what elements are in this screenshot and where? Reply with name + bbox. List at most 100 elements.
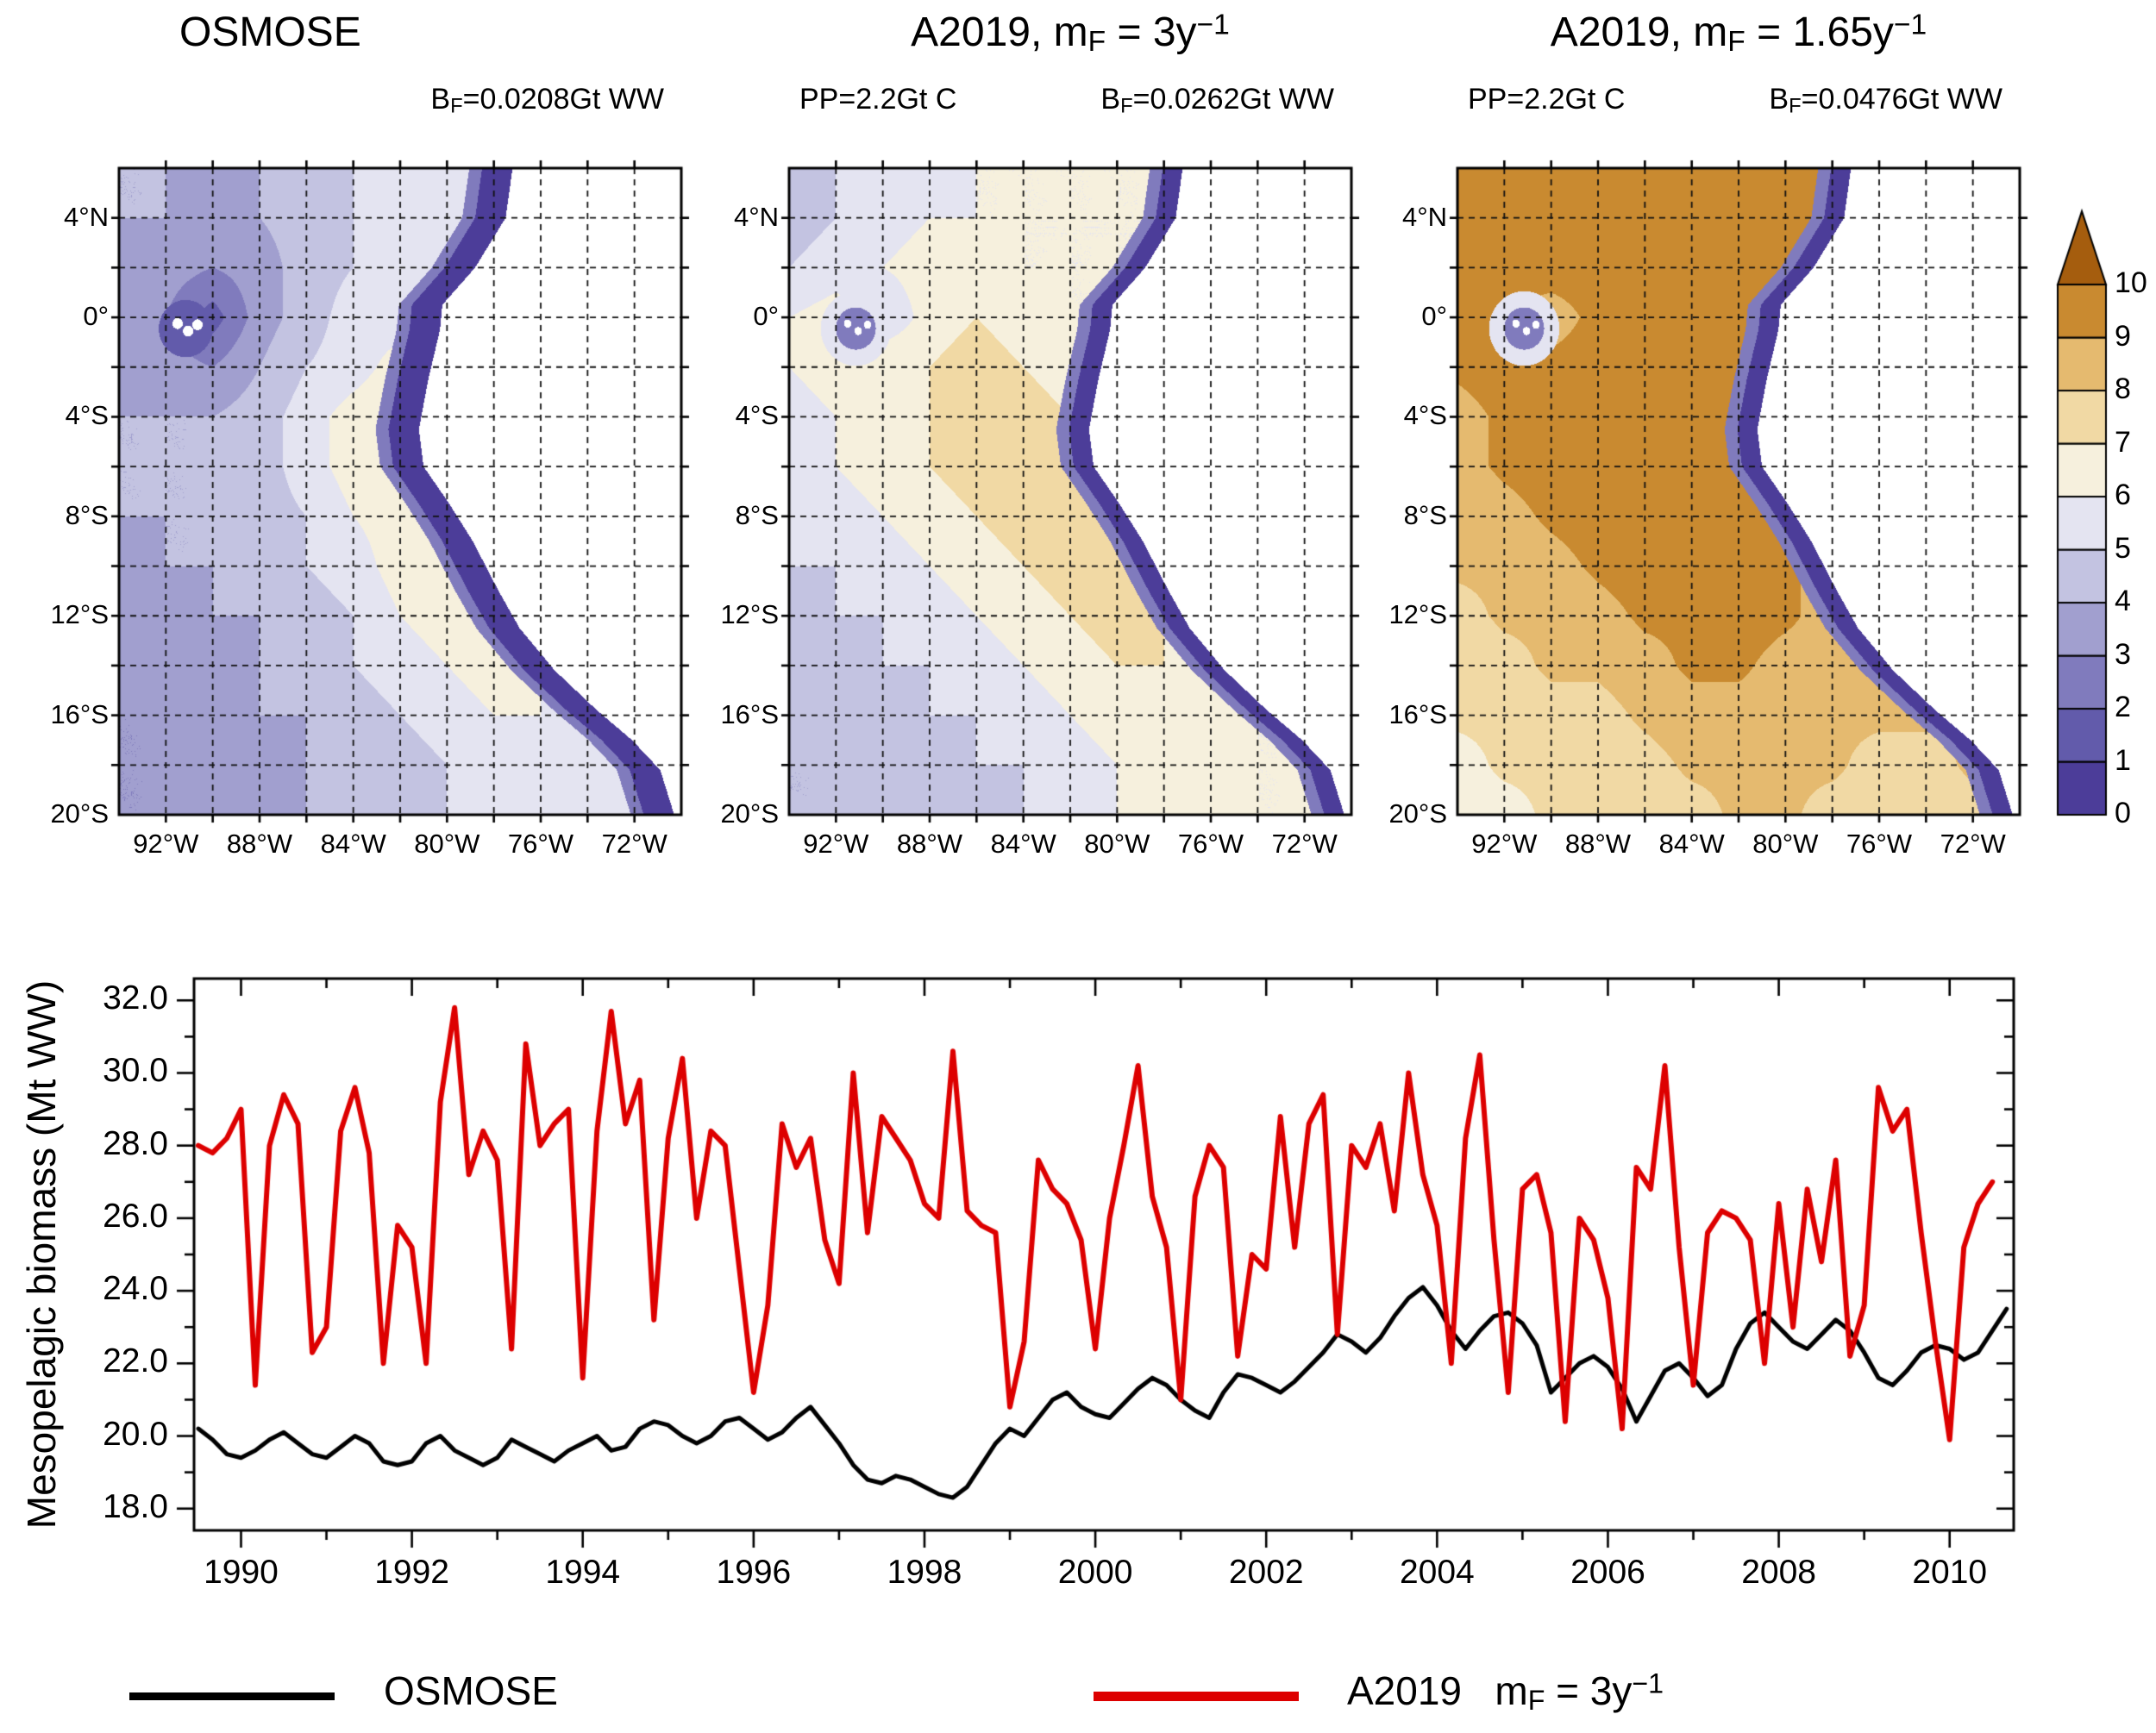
lon-tick-label: 92°W xyxy=(803,829,869,859)
lon-tick-label: 72°W xyxy=(1940,829,2006,859)
year-tick-label: 2006 xyxy=(1570,1554,1645,1591)
lon-tick-label: 72°W xyxy=(1271,829,1338,859)
lat-tick-label: 4°S xyxy=(65,400,109,431)
colorbar-tick-label: 1 xyxy=(2115,743,2131,777)
map-title-text: A2019, m xyxy=(1550,9,1728,55)
bf-sub: F xyxy=(1789,94,1802,118)
lon-tick-label: 84°W xyxy=(1658,829,1725,859)
y-tick-label: 28.0 xyxy=(103,1124,168,1162)
lat-tick-label: 4°N xyxy=(733,201,779,232)
year-tick-label: 1998 xyxy=(887,1554,962,1591)
bf-pre: B xyxy=(430,83,451,116)
lat-tick-label: 20°S xyxy=(50,798,109,829)
colorbar-tick-label: 6 xyxy=(2115,479,2131,511)
map-title-text: = 1.65y xyxy=(1745,9,1894,55)
colorbar-canvas xyxy=(2051,112,2156,854)
lat-tick-label: 16°S xyxy=(50,698,109,729)
y-tick-label: 18.0 xyxy=(103,1487,168,1525)
lat-tick-label: 16°S xyxy=(1388,698,1447,729)
map-title-sub: F xyxy=(1727,26,1745,59)
map-subtitle-pp-a2019-165y: PP=2.2Gt C xyxy=(1468,83,1626,116)
lat-tick-label: 0° xyxy=(83,301,109,332)
bf-sub: F xyxy=(1120,94,1133,118)
lat-tick-label: 4°S xyxy=(735,400,779,431)
year-tick-label: 1990 xyxy=(204,1554,279,1591)
legend-swatch-osmose xyxy=(129,1692,335,1700)
map-title-text: = 3y xyxy=(1106,9,1197,55)
colorbar-tick-label: 3 xyxy=(2115,637,2131,671)
year-tick-label: 1996 xyxy=(716,1554,792,1591)
map-canvas-osmose xyxy=(105,154,695,829)
y-axis-label: Mesopelagic biomass (Mt WW) xyxy=(19,979,64,1530)
y-tick-label: 30.0 xyxy=(103,1052,168,1090)
bf-pre: B xyxy=(1100,83,1121,116)
year-tick-label: 1994 xyxy=(545,1554,621,1591)
year-tick-label: 2004 xyxy=(1399,1554,1475,1591)
lat-tick-label: 0° xyxy=(1421,301,1447,332)
map-subtitle-bf-a2019-3y: BF=0.0262Gt WW xyxy=(789,83,1351,118)
year-tick-label: 1992 xyxy=(374,1554,449,1591)
map-canvas-a2019-3y xyxy=(775,154,1365,829)
colorbar-tick-label: 2 xyxy=(2115,691,2131,723)
bf-post: =0.0262Gt WW xyxy=(1132,83,1334,116)
lat-tick-label: 8°S xyxy=(735,499,779,530)
lat-tick-label: 20°S xyxy=(1388,798,1447,829)
lat-tick-label: 12°S xyxy=(720,599,779,630)
map-subtitle-bf-osmose: BF=0.0208Gt WW xyxy=(119,83,681,118)
map-title-a2019-3y: A2019, mF = 3y−1 xyxy=(789,9,1351,59)
lon-tick-label: 88°W xyxy=(1564,829,1632,859)
lon-tick-label: 76°W xyxy=(1177,829,1244,859)
colorbar-tick-label: 0 xyxy=(2115,797,2131,829)
map-title-text: A2019, m xyxy=(911,9,1088,55)
legend-text: A2019 m xyxy=(1347,1668,1528,1713)
legend-text: = 3y xyxy=(1545,1668,1633,1713)
colorbar-tick-label: 5 xyxy=(2115,531,2131,565)
map-title-sub: F xyxy=(1087,26,1106,59)
lat-tick-label: 12°S xyxy=(1388,599,1447,630)
map-title-osmose: OSMOSE xyxy=(119,9,681,56)
map-title-sup: −1 xyxy=(1196,9,1230,41)
map-title-text: OSMOSE xyxy=(179,9,361,55)
legend-text-sub: F xyxy=(1527,1684,1545,1716)
lon-tick-label: 84°W xyxy=(320,829,386,859)
lon-tick-label: 92°W xyxy=(133,829,199,859)
legend-label-osmose: OSMOSE xyxy=(384,1667,558,1714)
y-tick-label: 20.0 xyxy=(103,1415,168,1453)
lat-tick-label: 4°N xyxy=(63,201,109,232)
legend-swatch-a2019 xyxy=(1094,1692,1299,1701)
colorbar-tick-label: 7 xyxy=(2115,425,2131,459)
lat-tick-label: 0° xyxy=(753,301,779,332)
timeseries-canvas xyxy=(155,948,2053,1591)
y-tick-label: 24.0 xyxy=(103,1270,168,1308)
map-canvas-a2019-165y xyxy=(1444,154,2034,829)
map-title-a2019-165y: A2019, mF = 1.65y−1 xyxy=(1457,9,2020,59)
colorbar-tick-label: 10 xyxy=(2115,266,2147,299)
lon-tick-label: 72°W xyxy=(601,829,667,859)
bf-sub: F xyxy=(450,94,463,118)
lon-tick-label: 92°W xyxy=(1471,829,1538,859)
year-tick-label: 2000 xyxy=(1057,1554,1133,1591)
colorbar-tick-label: 4 xyxy=(2115,585,2131,617)
lat-tick-label: 8°S xyxy=(65,499,109,530)
legend-text-sup: −1 xyxy=(1632,1667,1664,1699)
legend-label-a2019: A2019 mF = 3y−1 xyxy=(1347,1667,1664,1717)
lat-tick-label: 4°S xyxy=(1403,400,1447,431)
bf-post: =0.0208Gt WW xyxy=(462,83,664,116)
lat-tick-label: 20°S xyxy=(720,798,779,829)
lon-tick-label: 88°W xyxy=(226,829,293,859)
lat-tick-label: 12°S xyxy=(50,599,109,630)
lon-tick-label: 80°W xyxy=(1084,829,1150,859)
lon-tick-label: 76°W xyxy=(1846,829,1913,859)
legend-text: OSMOSE xyxy=(384,1668,558,1713)
colorbar-tick-label: 9 xyxy=(2115,319,2131,353)
map-subtitle-pp-a2019-3y: PP=2.2Gt C xyxy=(799,83,957,116)
lon-tick-label: 80°W xyxy=(1752,829,1819,859)
y-tick-label: 22.0 xyxy=(103,1342,168,1380)
map-title-sup: −1 xyxy=(1893,9,1927,41)
lon-tick-label: 84°W xyxy=(990,829,1056,859)
lat-tick-label: 4°N xyxy=(1401,201,1447,232)
year-tick-label: 2008 xyxy=(1741,1554,1816,1591)
lon-tick-label: 76°W xyxy=(507,829,574,859)
y-tick-label: 32.0 xyxy=(103,979,168,1017)
